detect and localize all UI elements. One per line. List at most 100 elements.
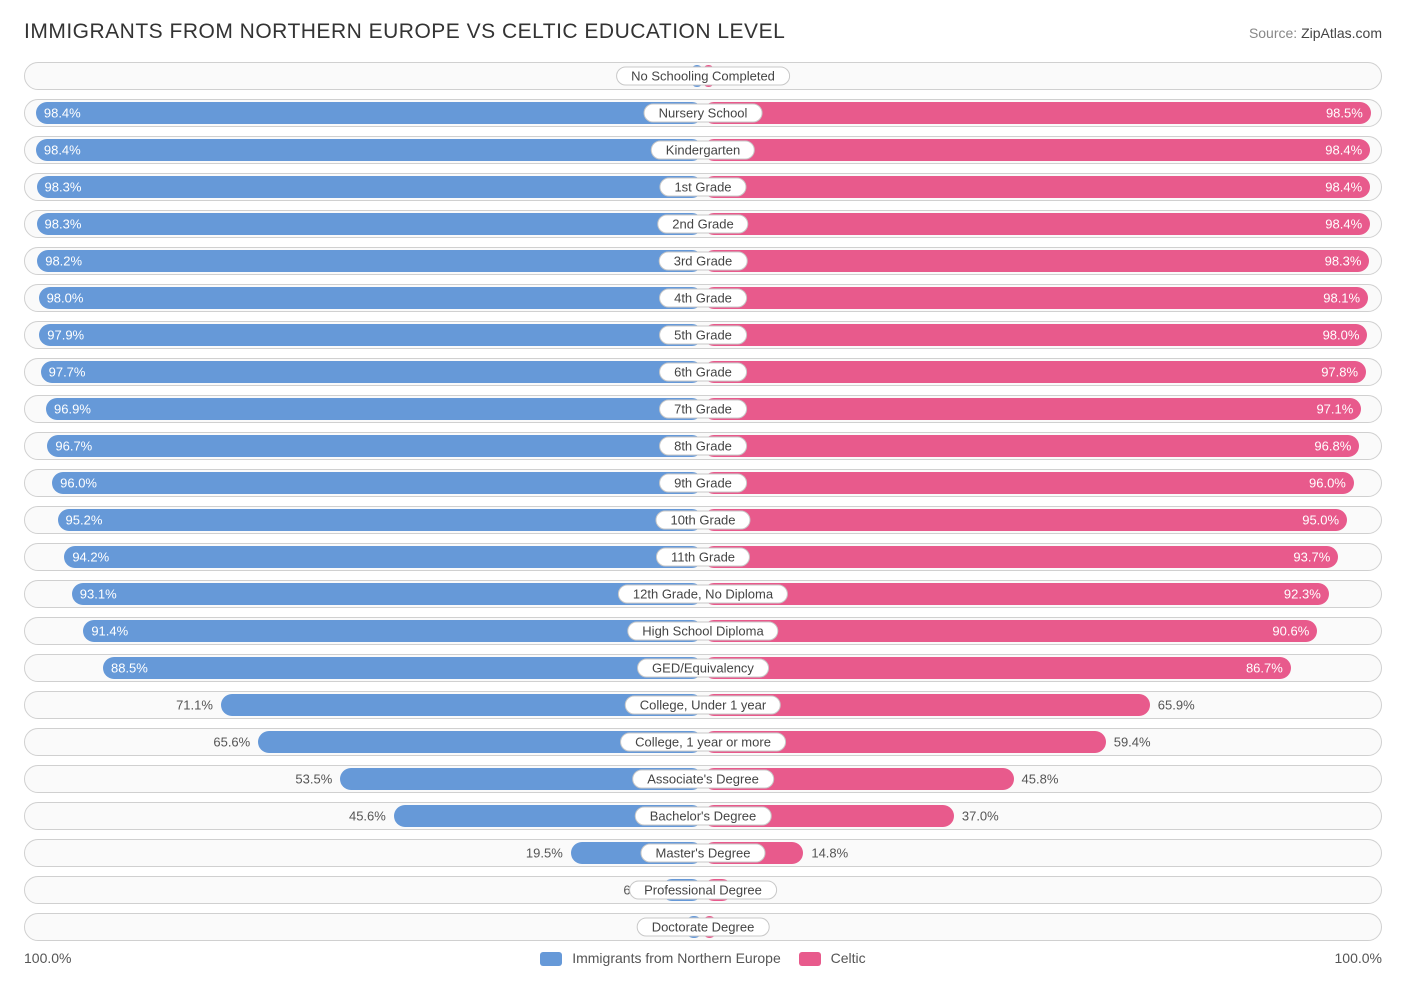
bar-left — [37, 250, 703, 272]
category-label: Doctorate Degree — [637, 918, 770, 937]
bar-right — [703, 102, 1371, 124]
chart-row: 98.4%98.5%Nursery School — [24, 99, 1382, 127]
chart-row: 96.9% 97.1% 7th Grade — [24, 395, 1382, 423]
source-name: ZipAtlas.com — [1301, 25, 1382, 41]
value-right: 98.4% — [1325, 180, 1362, 195]
bar-left — [72, 583, 703, 605]
value-left: 91.4% — [91, 624, 128, 639]
chart-header: IMMIGRANTS FROM NORTHERN EUROPE VS CELTI… — [24, 20, 1382, 44]
chart-row: 98.2%98.3%3rd Grade — [24, 247, 1382, 275]
chart-row: 95.2%95.0%10th Grade — [24, 506, 1382, 534]
category-label: 4th Grade — [659, 289, 747, 308]
value-left: 19.5% — [526, 846, 563, 861]
legend-label-right: Celtic — [831, 950, 866, 966]
bar-right — [703, 287, 1368, 309]
value-right: 98.5% — [1326, 106, 1363, 121]
bar-left — [39, 287, 703, 309]
chart-row: 96.0% 96.0% 9th Grade — [24, 469, 1382, 497]
category-label: 11th Grade — [656, 548, 750, 567]
chart-row: 97.9% 98.0% 5th Grade — [24, 321, 1382, 349]
bar-left — [37, 213, 703, 235]
bar-right — [703, 435, 1359, 457]
value-left: 98.3% — [45, 180, 82, 195]
chart-row: 88.5% 86.7% GED/Equivalency — [24, 654, 1382, 682]
category-label: Associate's Degree — [632, 770, 774, 789]
category-label: Kindergarten — [651, 141, 755, 160]
value-left: 94.2% — [72, 550, 109, 565]
chart-title: IMMIGRANTS FROM NORTHERN EUROPE VS CELTI… — [24, 20, 785, 44]
category-label: GED/Equivalency — [637, 659, 769, 678]
value-right: 97.8% — [1321, 365, 1358, 380]
bar-left — [37, 176, 703, 198]
bar-right — [703, 139, 1370, 161]
value-right: 98.0% — [1323, 328, 1360, 343]
value-right: 98.4% — [1325, 143, 1362, 158]
bar-left — [58, 509, 703, 531]
chart-row: 98.4%98.4%Kindergarten — [24, 136, 1382, 164]
value-right: 59.4% — [1114, 735, 1151, 750]
bar-right — [703, 620, 1317, 642]
bar-right — [703, 361, 1366, 383]
value-left: 98.0% — [47, 291, 84, 306]
bar-left — [64, 546, 703, 568]
chart-row: 91.4% 90.6% High School Diploma — [24, 617, 1382, 645]
chart-row: 98.0% 98.1% 4th Grade — [24, 284, 1382, 312]
bar-right — [703, 509, 1347, 531]
category-label: 9th Grade — [659, 474, 747, 493]
bar-left — [41, 361, 703, 383]
value-left: 93.1% — [80, 587, 117, 602]
chart-row: 6.2%4.4%Professional Degree — [24, 876, 1382, 904]
value-left: 88.5% — [111, 661, 148, 676]
value-left: 98.3% — [45, 217, 82, 232]
value-right: 65.9% — [1158, 698, 1195, 713]
bar-left — [36, 139, 703, 161]
axis-right-max: 100.0% — [1335, 950, 1382, 966]
category-label: High School Diploma — [627, 622, 778, 641]
value-left: 98.2% — [45, 254, 82, 269]
bar-right — [703, 398, 1361, 420]
legend-label-left: Immigrants from Northern Europe — [572, 950, 781, 966]
value-right: 37.0% — [962, 809, 999, 824]
value-right: 96.0% — [1309, 476, 1346, 491]
bar-right — [703, 324, 1367, 346]
value-left: 97.7% — [49, 365, 86, 380]
value-left: 96.9% — [54, 402, 91, 417]
bar-right — [703, 472, 1354, 494]
value-right: 90.6% — [1272, 624, 1309, 639]
value-left: 71.1% — [176, 698, 213, 713]
bar-left — [46, 398, 703, 420]
category-label: College, Under 1 year — [625, 696, 781, 715]
value-right: 45.8% — [1022, 772, 1059, 787]
value-left: 97.9% — [47, 328, 84, 343]
bar-left — [36, 102, 703, 124]
bar-right — [703, 657, 1291, 679]
chart-row: 96.7%96.8%8th Grade — [24, 432, 1382, 460]
value-right: 98.1% — [1323, 291, 1360, 306]
value-left: 96.0% — [60, 476, 97, 491]
chart-legend: 100.0% Immigrants from Northern Europe C… — [24, 950, 1382, 966]
source-label: Source: — [1249, 25, 1297, 41]
chart-row: 93.1%92.3%12th Grade, No Diploma — [24, 580, 1382, 608]
value-left: 65.6% — [213, 735, 250, 750]
chart-row: 71.1% 65.9% College, Under 1 year — [24, 691, 1382, 719]
category-label: 10th Grade — [655, 511, 750, 530]
category-label: No Schooling Completed — [616, 67, 790, 86]
bar-right — [703, 213, 1370, 235]
chart-row: 97.7%97.8%6th Grade — [24, 358, 1382, 386]
category-label: 5th Grade — [659, 326, 747, 345]
bar-left — [103, 657, 703, 679]
bar-left — [52, 472, 703, 494]
category-label: 2nd Grade — [657, 215, 748, 234]
legend-item-left: Immigrants from Northern Europe — [540, 950, 780, 966]
bar-left — [83, 620, 703, 642]
value-right: 97.1% — [1316, 402, 1353, 417]
category-label: 7th Grade — [659, 400, 747, 419]
value-right: 86.7% — [1246, 661, 1283, 676]
value-left: 96.7% — [55, 439, 92, 454]
category-label: 3rd Grade — [659, 252, 748, 271]
value-right: 96.8% — [1314, 439, 1351, 454]
category-label: Professional Degree — [629, 881, 777, 900]
legend-swatch-right — [799, 952, 821, 966]
bar-right — [703, 583, 1329, 605]
value-right: 93.7% — [1293, 550, 1330, 565]
